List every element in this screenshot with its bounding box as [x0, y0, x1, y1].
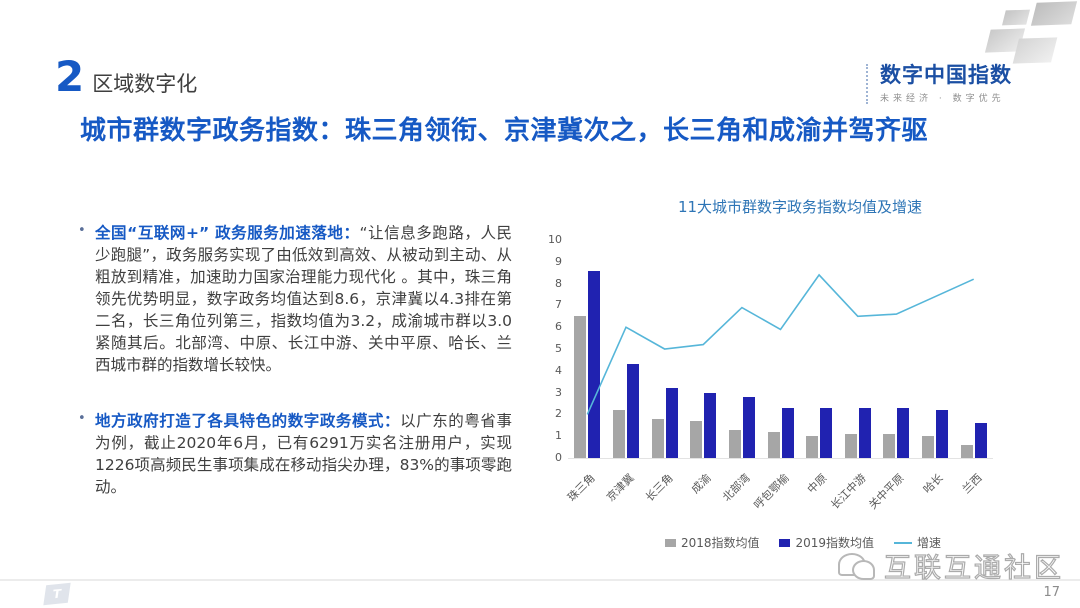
section-header: 2 区域数字化	[55, 56, 197, 98]
legend-label: 2019指数均值	[795, 536, 875, 550]
chart-title: 11大城市群数字政务指数均值及增速	[677, 198, 923, 216]
index-growth-chart: 11大城市群数字政务指数均值及增速 珠三角 京津冀 长三角 成渝 北部湾 呼包鄂榆 中原 长江…	[540, 196, 1010, 556]
y-axis-tick: 3	[555, 385, 562, 399]
x-axis-label: 珠三角	[565, 471, 598, 504]
chart-legend: 2018指数均值 2019指数均值 增速	[568, 534, 1038, 551]
cube-icon	[1012, 37, 1058, 64]
legend-line-swatch	[894, 541, 913, 544]
y-axis-tick: 2	[555, 407, 562, 421]
bar-2019指数均值	[820, 407, 833, 458]
legend-bar-swatch	[779, 538, 791, 547]
plot-area	[568, 240, 993, 459]
bar-2019指数均值	[974, 423, 987, 458]
watermark-text: 互联互通社区	[883, 552, 1064, 584]
bar-2019指数均值	[704, 392, 717, 458]
legend-item: 增速	[894, 534, 941, 551]
bar-2019指数均值	[588, 270, 601, 458]
legend-label: 增速	[917, 536, 942, 550]
bullet-lead: 地方政府打造了各具特色的数字政务模式：	[95, 412, 401, 430]
bar-2018指数均值	[574, 316, 587, 458]
y-axis-tick: 10	[548, 233, 562, 246]
bullet-body: 以广东的粤省事为例，截止2020年6月，已有6291万实名注册用户，实现1226…	[95, 412, 512, 496]
bar-2019指数均值	[742, 396, 755, 458]
bar-2018指数均值	[960, 444, 973, 458]
section-number: 2	[55, 52, 85, 101]
page-title: 城市群数字政务指数：珠三角领衔、京津冀次之，长三角和成渝并驾齐驱	[80, 116, 929, 146]
section-name: 区域数字化	[92, 72, 198, 96]
bar-2019指数均值	[897, 407, 910, 458]
bar-2019指数均值	[665, 388, 678, 458]
bullet-body: “让信息多跑路，人民少跑腿”，政务服务实现了由低效到高效、从被动到主动、从粗放到…	[95, 224, 512, 374]
bar-2018指数均值	[690, 420, 703, 458]
y-axis-tick: 8	[555, 276, 562, 290]
cube-icon	[1030, 1, 1078, 26]
bar-2019指数均值	[936, 410, 949, 458]
y-axis-tick: 9	[555, 254, 562, 268]
legend-bar-swatch	[664, 538, 676, 547]
x-axis: 珠三角 京津冀 长三角 成渝 北部湾 呼包鄂榆 中原 长江中游 关中平原 哈长 兰西	[565, 464, 993, 524]
bar-2018指数均值	[728, 429, 741, 458]
legend-item: 2019指数均值	[779, 534, 874, 551]
y-axis-tick: 1	[555, 429, 562, 443]
bar-2018指数均值	[883, 434, 896, 458]
community-watermark: 互联互通社区	[838, 546, 1064, 585]
bar-2018指数均值	[922, 436, 935, 458]
y-axis-tick: 6	[555, 320, 562, 334]
brand-logo-tagline: 未来经济 · 数字优先	[880, 94, 1005, 105]
brand-logo: 数字中国指数 未来经济 · 数字优先	[866, 63, 1012, 105]
bar-2018指数均值	[844, 434, 857, 458]
bar-2019指数均值	[858, 407, 871, 458]
footer-divider	[0, 579, 1080, 581]
bullet-item-1: 全国“互联网+” 政务服务加速落地：“让信息多跑路，人民少跑腿”，政务服务实现了…	[78, 222, 512, 376]
page-number: 17	[1043, 585, 1060, 600]
y-axis-tick: 4	[555, 363, 562, 377]
legend-label: 2018指数均值	[680, 536, 760, 550]
tencent-badge-icon: T	[43, 582, 71, 606]
chat-bubbles-icon	[838, 551, 878, 581]
cube-icon	[1001, 9, 1031, 26]
bar-2018指数均值	[767, 431, 780, 458]
bar-2018指数均值	[612, 410, 625, 458]
y-axis-tick: 5	[555, 342, 562, 355]
bar-2018指数均值	[651, 418, 664, 458]
bar-2019指数均值	[626, 364, 639, 458]
bullet-lead: 全国“互联网+” 政务服务加速落地：	[95, 224, 360, 242]
brand-logo-name: 数字中国指数	[880, 63, 1012, 87]
legend-item: 2018指数均值	[664, 534, 760, 551]
bar-2018指数均值	[806, 436, 819, 458]
growth-line	[586, 273, 975, 415]
bullet-item-2: 地方政府打造了各具特色的数字政务模式：以广东的粤省事为例，截止2020年6月，已…	[78, 410, 512, 498]
y-axis-tick: 0	[555, 451, 562, 464]
bar-2019指数均值	[781, 407, 794, 458]
y-axis-tick: 7	[555, 298, 562, 312]
bullet-list: 全国“互联网+” 政务服务加速落地：“让信息多跑路，人民少跑腿”，政务服务实现了…	[78, 222, 512, 532]
